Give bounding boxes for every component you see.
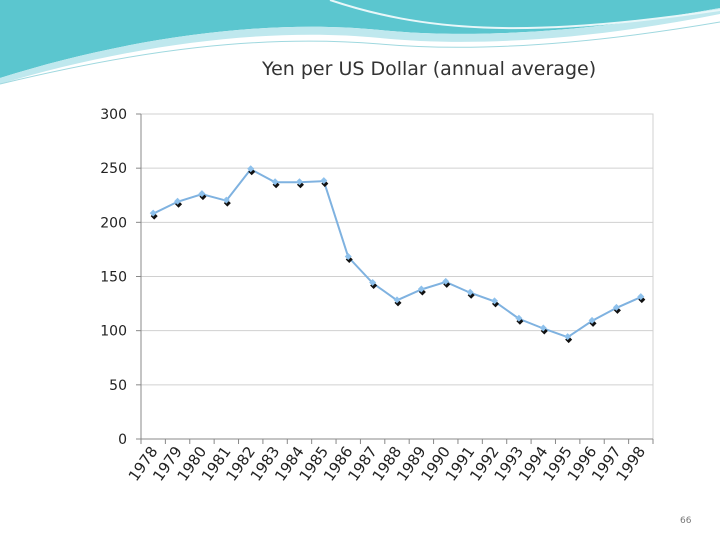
series-line: [152, 167, 642, 339]
data-point: [222, 196, 231, 207]
series-markers: [149, 165, 646, 344]
data-point: [271, 178, 280, 189]
data-point: [344, 253, 353, 263]
y-tick-label: 150: [100, 270, 127, 286]
data-point: [320, 177, 329, 188]
data-point: [612, 303, 621, 314]
data-point: [417, 285, 426, 296]
y-tick-label: 50: [109, 378, 127, 394]
y-tick-label: 0: [118, 432, 127, 448]
chart-title: Yen per US Dollar (annual average): [262, 58, 597, 80]
y-tick-label: 100: [100, 324, 127, 340]
data-point: [369, 279, 378, 289]
data-point: [198, 190, 207, 201]
data-point: [564, 333, 573, 344]
data-point: [466, 288, 475, 299]
grid-layer: [141, 113, 653, 386]
y-tick-label: 300: [100, 107, 127, 123]
data-point: [295, 178, 304, 189]
y-tick-label: 250: [100, 161, 127, 177]
data-point: [393, 296, 402, 307]
axis-layer: [136, 113, 654, 444]
data-point: [247, 165, 256, 176]
data-point: [539, 324, 548, 335]
page-number: 66: [680, 516, 692, 526]
data-point: [442, 277, 451, 288]
data-point: [515, 314, 524, 325]
x-tick-labels: 1978197919801981198219831984198519861987…: [125, 443, 649, 485]
header-wave-decoration: [0, 0, 720, 85]
series-line-layer: [152, 167, 642, 339]
data-point: [588, 316, 597, 327]
y-tick-label: 200: [100, 215, 127, 231]
data-point: [149, 209, 158, 220]
data-point: [174, 197, 183, 208]
data-point: [491, 297, 500, 308]
data-point: [637, 293, 646, 304]
y-tick-labels: 0 50 100 150 200 250 300: [100, 107, 127, 448]
